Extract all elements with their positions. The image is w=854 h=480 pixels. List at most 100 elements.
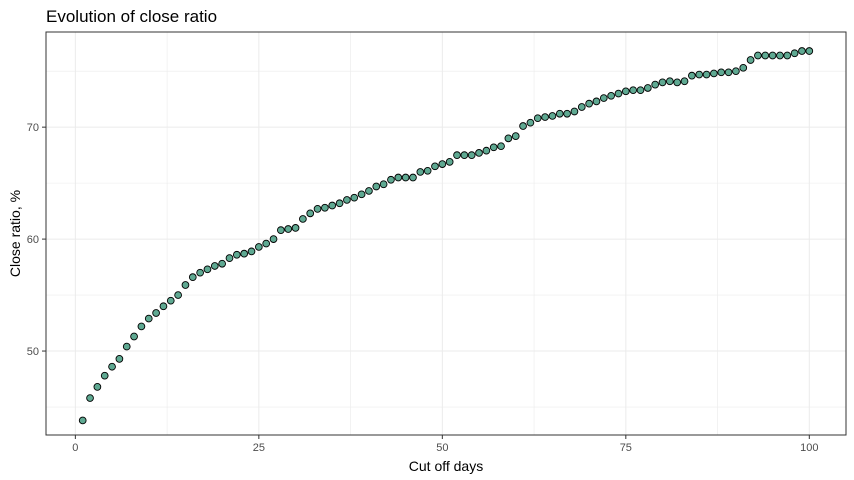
data-point <box>159 302 168 311</box>
data-point <box>761 51 770 60</box>
panel-border <box>45 31 847 436</box>
data-point <box>482 146 491 155</box>
data-point <box>210 262 219 270</box>
data-point <box>357 190 366 199</box>
data-point <box>724 68 733 77</box>
points <box>78 47 814 425</box>
data-point <box>321 203 329 212</box>
data-point <box>746 56 755 64</box>
x-tick-label: 100 <box>800 442 818 454</box>
axis-ticks: 0 25 50 75 100 50 60 70 <box>27 122 819 454</box>
data-point <box>798 47 806 55</box>
data-point <box>423 166 432 175</box>
data-point <box>614 89 623 98</box>
data-point <box>115 355 124 363</box>
data-point <box>350 193 359 202</box>
data-point <box>108 362 116 371</box>
data-point <box>453 151 461 159</box>
x-tick-label: 75 <box>620 442 632 454</box>
data-point <box>291 224 300 232</box>
data-point <box>533 114 542 123</box>
data-point <box>717 68 726 77</box>
data-point <box>783 51 792 60</box>
data-point <box>790 49 799 58</box>
data-point <box>196 268 204 277</box>
data-point <box>643 84 652 92</box>
data-point <box>100 371 109 380</box>
data-point <box>78 416 87 425</box>
data-point <box>592 97 601 106</box>
data-point <box>401 173 410 182</box>
data-point <box>144 314 153 323</box>
data-point <box>86 394 94 402</box>
data-point <box>739 63 748 72</box>
y-tick-label: 50 <box>27 346 39 358</box>
data-point <box>805 47 814 55</box>
data-point <box>343 196 351 204</box>
data-point <box>130 332 138 341</box>
data-point <box>695 70 704 79</box>
x-axis-title: Cut off days <box>409 458 483 474</box>
data-point <box>629 86 638 95</box>
data-point <box>313 205 322 213</box>
y-tick-label: 60 <box>27 234 39 246</box>
data-point <box>768 51 777 60</box>
data-point <box>328 201 337 210</box>
data-point <box>577 103 586 111</box>
data-point <box>504 134 513 143</box>
y-tick-label: 70 <box>27 122 39 134</box>
data-point <box>541 113 549 121</box>
data-point <box>555 109 564 118</box>
data-point <box>372 182 381 191</box>
data-point <box>688 71 696 80</box>
data-point <box>152 309 160 317</box>
y-axis-title: Close ratio, % <box>7 190 23 277</box>
data-point <box>666 77 674 86</box>
data-point <box>621 87 630 96</box>
data-point <box>710 69 718 78</box>
data-point <box>262 239 271 248</box>
data-point <box>174 291 182 299</box>
data-point <box>776 51 784 60</box>
data-point <box>475 149 483 157</box>
data-point <box>651 80 660 89</box>
data-point <box>445 158 454 166</box>
data-point <box>497 142 505 151</box>
data-point <box>563 109 571 118</box>
chart-title: Evolution of close ratio <box>46 7 217 26</box>
data-point <box>218 259 226 268</box>
data-point <box>269 235 278 243</box>
data-point <box>467 151 476 159</box>
data-point <box>607 91 615 100</box>
data-point <box>306 209 315 218</box>
data-point <box>277 226 285 234</box>
data-point <box>460 151 469 159</box>
data-point <box>511 132 520 140</box>
data-point <box>365 187 373 195</box>
data-point <box>394 173 403 182</box>
data-point <box>93 383 102 391</box>
data-point <box>526 118 535 127</box>
data-point <box>299 215 307 223</box>
data-point <box>519 122 527 130</box>
data-point <box>438 160 447 168</box>
data-point <box>754 51 762 60</box>
data-point <box>240 249 249 258</box>
data-point <box>137 322 146 331</box>
data-point <box>585 99 593 108</box>
data-point <box>166 296 175 305</box>
data-point <box>416 168 425 176</box>
data-point <box>658 78 667 87</box>
x-tick-label: 25 <box>253 442 265 454</box>
data-point <box>409 173 417 182</box>
data-point <box>548 112 557 120</box>
data-point <box>181 281 190 289</box>
data-point <box>673 78 682 87</box>
data-point <box>732 67 740 76</box>
data-point <box>232 250 241 259</box>
data-point <box>254 243 263 251</box>
data-point <box>284 225 293 233</box>
x-tick-label: 50 <box>436 442 448 454</box>
data-point <box>247 247 256 256</box>
